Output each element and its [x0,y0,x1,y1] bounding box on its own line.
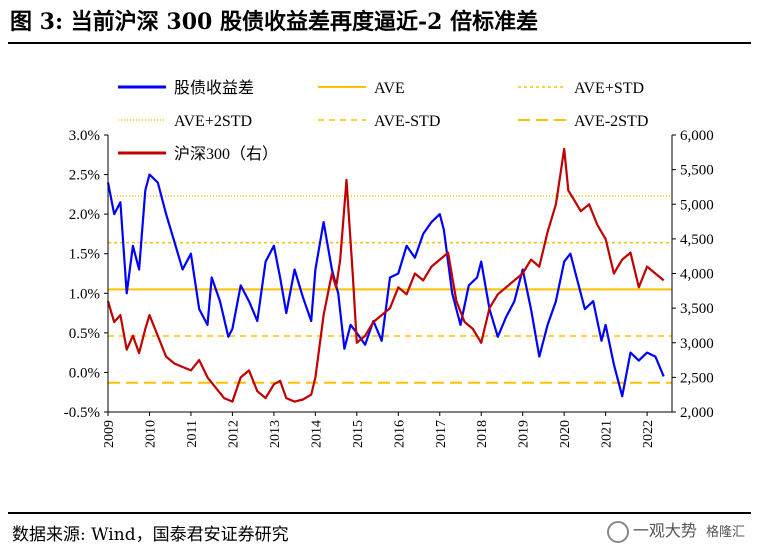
series-line-hs300 [106,147,665,403]
source-note: 数据来源: Wind，国泰君安证券研究 [12,525,289,545]
x-tick-label: 2022 [641,420,656,448]
x-tick-label: 2013 [268,420,283,448]
y-right-tick-label: 6,000 [680,128,714,144]
legend: 股债收益差 AVE AVE+STD AVE+2STD AVE-STD AVE-2STD 沪深… [118,79,648,163]
watermark-sub: 格隆汇 [705,525,745,540]
x-tick-label: 2018 [475,420,490,448]
y-left-tick-label: 2.0% [69,207,100,223]
title-underline [8,42,751,44]
y-left-tick-label: -0.5% [64,405,100,421]
y-right-tick-label: 2,500 [680,370,714,386]
y-left-tick-label: 1.0% [69,286,100,302]
y-left-tick-label: 2.5% [69,168,100,184]
legend-label: AVE [374,80,405,97]
x-tick-label: 2011 [185,420,200,447]
x-tick-label: 2021 [600,420,615,448]
x-tick-label: 2015 [351,420,366,448]
y-right-tick-label: 4,000 [680,267,714,283]
plot-area [106,147,665,403]
x-tick-label: 2009 [102,420,117,448]
x-tick-label: 2016 [392,420,407,448]
x-tick-label: 2014 [309,420,324,448]
legend-label: AVE-2STD [574,113,648,130]
x-tick-label: 2010 [143,420,158,448]
y-right-tick-label: 3,500 [680,301,714,317]
legend-label: AVE+2STD [174,113,252,130]
x-tick-label: 2012 [226,420,241,448]
series-line-spread [106,173,665,398]
y-left-tick-label: 0.0% [69,365,100,381]
y-left-tick-label: 3.0% [69,128,100,144]
reference-lines [108,195,672,384]
footer-rule [8,512,751,514]
watermark-icon [606,520,629,543]
y-left-tick-label: 0.5% [69,326,100,342]
y-right-tick-label: 5,500 [680,163,714,179]
y-right-tick-label: 4,500 [680,232,714,248]
y-right-tick-label: 3,000 [680,336,714,352]
legend-label: AVE-STD [374,113,440,130]
legend-label: 股债收益差 [174,79,254,97]
y-right-tick-label: 5,000 [680,197,714,213]
watermark: 一观大势 格隆汇 [606,517,745,543]
legend-label: AVE+STD [574,80,644,97]
chart: 股债收益差 AVE AVE+STD AVE+2STD AVE-STD AVE-2STD 沪深… [64,79,714,448]
chart-title: 图 3: 当前沪深 300 股债收益差再度逼近-2 倍标准差 [10,9,539,35]
y-left-tick-label: 1.5% [69,247,100,263]
x-tick-label: 2020 [558,420,573,448]
y-right-tick-label: 2,000 [680,405,714,421]
x-tick-label: 2017 [434,420,449,448]
x-tick-label: 2019 [517,420,532,448]
legend-label: 沪深300（右） [174,145,278,163]
watermark-text: 一观大势 [632,521,697,540]
axes: -0.5% 0.0% 0.5% 1.0% 1.5% 2.0% 2.5% 3.0% 2,000 2,… [64,128,714,448]
